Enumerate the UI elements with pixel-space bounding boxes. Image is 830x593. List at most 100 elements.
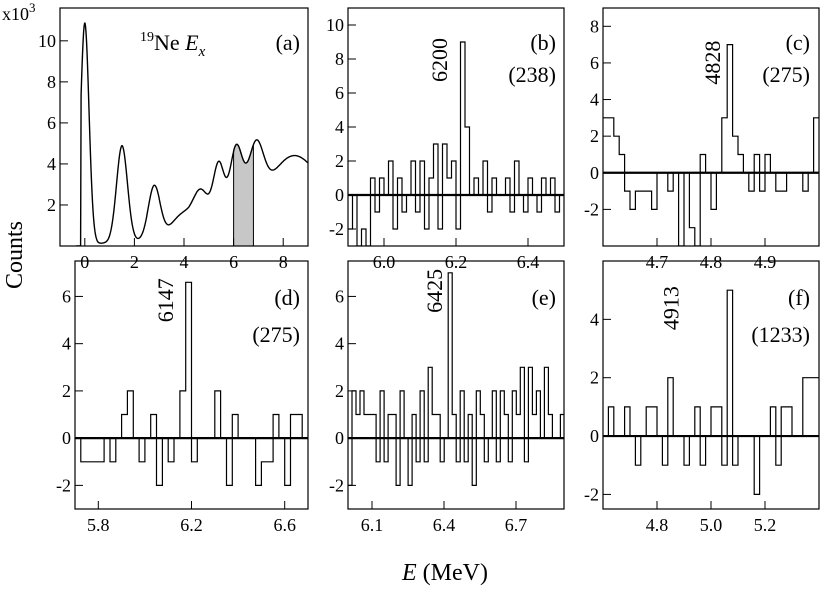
- x-tick-label: 4.9: [754, 252, 777, 272]
- y-tick-label: 2: [47, 195, 56, 215]
- x-tick-label: 6: [229, 252, 238, 272]
- peak-energy-label: 4913: [658, 286, 683, 330]
- width-label: (275): [762, 62, 810, 87]
- y-tick-label: 4: [590, 309, 599, 329]
- y-tick-label: 6: [335, 286, 344, 306]
- y-tick-label: 8: [47, 72, 56, 92]
- panel-frame: [602, 260, 820, 510]
- plot-area-a: [76, 22, 308, 246]
- panel-label: (b): [530, 30, 556, 55]
- y-tick-label: 10: [38, 31, 56, 51]
- x-tick-label: 6.1: [361, 515, 384, 535]
- title-superscript: 19: [140, 30, 154, 45]
- title-main: Ne: [154, 30, 185, 55]
- y-multiplier: x103: [2, 0, 36, 24]
- x-tick-label: 4: [180, 252, 189, 272]
- spectrum-line: [76, 22, 308, 246]
- x-tick-label: 8: [279, 252, 288, 272]
- y-tick-label: 4: [590, 90, 599, 110]
- panel-label: (a): [276, 30, 300, 55]
- histogram-steps: [603, 289, 819, 495]
- y-axis-title: Counts: [2, 221, 28, 289]
- y-tick-label: 6: [335, 83, 344, 103]
- panel-e: 6.1 6.4 6.7 -2 0 2 4 6 (e) 6425: [329, 260, 565, 535]
- y-tick-label: 0: [590, 163, 599, 183]
- x-tick-label: 4.7: [646, 252, 669, 272]
- width-label: (1233): [751, 322, 810, 347]
- peak-energy-label: 6147: [153, 278, 178, 322]
- plot-area-e: [348, 272, 564, 486]
- y-tick-label: 10: [326, 15, 344, 35]
- y-tick-label: 2: [590, 126, 599, 146]
- y-multiplier-exponent: 3: [29, 0, 36, 15]
- y-tick-label: 2: [335, 381, 344, 401]
- x-tick-label: 4.8: [646, 515, 669, 535]
- width-label: (275): [252, 322, 300, 347]
- y-tick-label: 2: [62, 381, 71, 401]
- panel-label: (d): [274, 285, 300, 310]
- x-tick-label: 5.8: [87, 515, 110, 535]
- x-tick-label: 6.2: [445, 252, 468, 272]
- y-tick-label: 8: [335, 49, 344, 69]
- panel-title: 19Ne Ex: [140, 30, 206, 60]
- x-tick-label: 5.2: [754, 515, 777, 535]
- panel-label: (f): [788, 285, 810, 310]
- plot-area-c: [603, 44, 819, 246]
- peak-energy-label: 4828: [700, 41, 725, 85]
- x-tick-label: 6.4: [433, 515, 456, 535]
- plot-area-d: [75, 281, 308, 486]
- y-tick-label: -2: [56, 475, 71, 495]
- panel-d: 5.8 6.2 6.6 -2 0 2 4 6 (d) 6147 (275): [56, 260, 309, 535]
- x-tick-label: 6.2: [180, 515, 203, 535]
- y-tick-label: 6: [590, 53, 599, 73]
- width-label: (238): [508, 62, 556, 87]
- y-tick-label: 4: [47, 154, 56, 174]
- histogram-steps: [348, 41, 564, 246]
- y-tick-label: 8: [590, 16, 599, 36]
- y-tick-label: 0: [590, 426, 599, 446]
- x-axis-title: E (MeV): [401, 560, 488, 586]
- x-tick-label: 2: [130, 252, 139, 272]
- y-tick-label: 2: [590, 368, 599, 388]
- y-tick-label: -2: [584, 484, 599, 504]
- histogram-steps: [348, 272, 564, 486]
- histogram-steps: [603, 44, 819, 246]
- panel-b: 6.0 6.2 6.4 -2 0 2 4 6 8 10 (b) 6200 (238): [326, 7, 565, 272]
- panel-frame: [347, 260, 565, 510]
- title-italic: E: [184, 30, 199, 55]
- x-tick-label: 4.8: [700, 252, 723, 272]
- y-tick-label: 2: [335, 151, 344, 171]
- x-axis-title-unit: (MeV): [417, 560, 488, 586]
- panel-c: 4.7 4.8 4.9 -2 0 2 4 6 8 (c) 4828 (275): [584, 7, 820, 272]
- x-tick-label: 6.0: [373, 252, 396, 272]
- y-tick-label: 0: [335, 185, 344, 205]
- peak-energy-label: 6425: [422, 269, 447, 313]
- panel-label: (c): [786, 30, 810, 55]
- y-tick-label: 0: [62, 428, 71, 448]
- plot-area-f: [603, 289, 819, 495]
- plot-area-b: [348, 41, 564, 246]
- x-tick-label: 6.7: [505, 515, 528, 535]
- y-tick-label: -2: [329, 219, 344, 239]
- y-tick-label: -2: [584, 199, 599, 219]
- x-tick-label: 0: [80, 252, 89, 272]
- panel-label: (e): [532, 285, 556, 310]
- y-tick-label: 4: [335, 334, 344, 354]
- panel-f: 4.8 5.0 5.2 -2 0 2 4 (f) 4913 (1233): [584, 260, 820, 535]
- y-tick-label: 6: [47, 113, 56, 133]
- y-tick-label: 6: [62, 286, 71, 306]
- y-multiplier-base: x10: [2, 4, 29, 24]
- y-tick-label: -2: [329, 475, 344, 495]
- x-axis-title-symbol: E: [401, 560, 417, 586]
- title-subscript: x: [198, 44, 206, 60]
- x-tick-label: 6.4: [517, 252, 540, 272]
- panel-a: 0 2 4 6 8 2 4 6 8 10 (a) 19Ne Ex x103: [2, 0, 309, 272]
- y-tick-label: 4: [62, 334, 71, 354]
- x-tick-label: 6.6: [273, 515, 296, 535]
- peak-energy-label: 6200: [427, 38, 452, 82]
- y-tick-label: 4: [335, 117, 344, 137]
- y-tick-label: 0: [335, 428, 344, 448]
- x-tick-label: 5.0: [700, 515, 723, 535]
